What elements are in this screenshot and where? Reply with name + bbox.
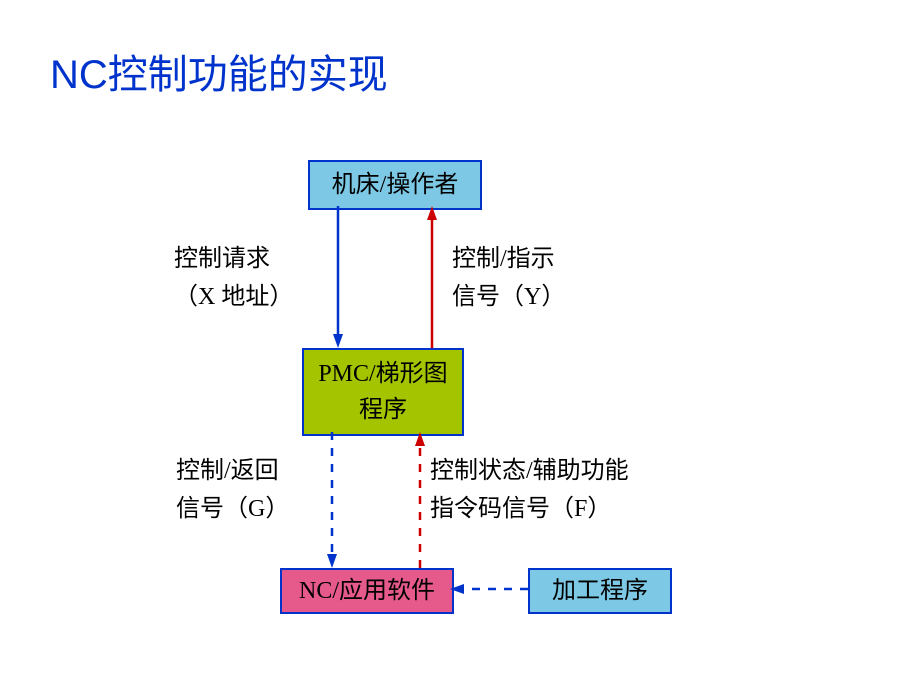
node-machine-operator-label: 机床/操作者 <box>332 167 459 203</box>
node-machine-operator: 机床/操作者 <box>308 160 482 210</box>
label-y-signal: 控制/指示 信号（Y） <box>452 240 565 317</box>
node-nc-software: NC/应用软件 <box>280 568 454 614</box>
node-nc-software-label: NC/应用软件 <box>299 573 435 609</box>
node-machining-program: 加工程序 <box>528 568 672 614</box>
node-pmc-ladder-label: PMC/梯形图 程序 <box>318 356 447 428</box>
page-title: NC控制功能的实现 <box>50 42 388 100</box>
label-g-signal: 控制/返回 信号（G） <box>176 452 289 529</box>
label-f-signal: 控制状态/辅助功能 指令码信号（F） <box>430 452 629 529</box>
node-pmc-ladder: PMC/梯形图 程序 <box>302 348 464 436</box>
node-machining-program-label: 加工程序 <box>552 573 648 609</box>
label-x-request: 控制请求 （X 地址） <box>174 240 293 317</box>
arrow-layer <box>0 0 920 690</box>
